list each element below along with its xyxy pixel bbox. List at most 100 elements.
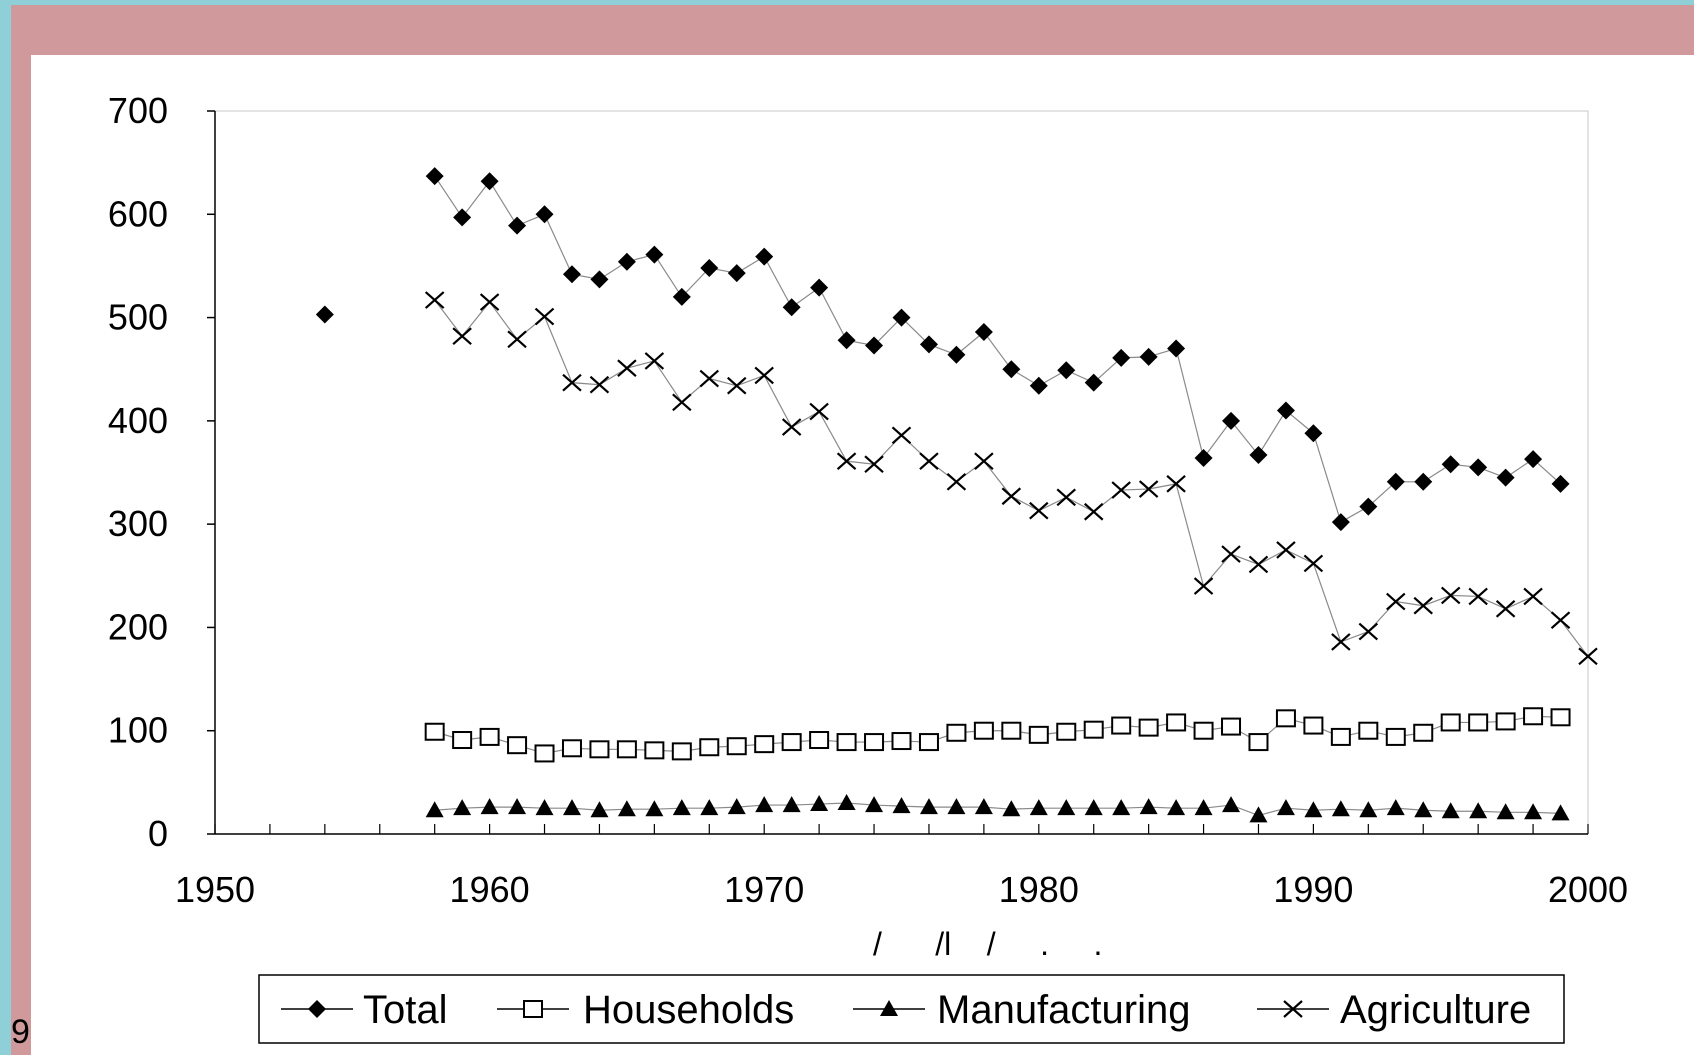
data-point-households xyxy=(671,742,692,761)
data-point-total xyxy=(1029,376,1048,395)
data-point-manufacturing xyxy=(672,799,691,816)
data-point-manufacturing xyxy=(880,1000,898,1016)
y-tick-label: 400 xyxy=(108,400,168,441)
data-point-total xyxy=(1524,450,1543,469)
y-tick-label: 0 xyxy=(148,813,168,854)
data-point-total xyxy=(1304,424,1323,443)
data-point-households xyxy=(1358,721,1379,740)
data-point-manufacturing xyxy=(947,798,966,815)
data-point-households xyxy=(424,722,445,741)
data-point-manufacturing xyxy=(1276,799,1295,816)
data-point-agriculture xyxy=(1578,647,1598,666)
data-point-total xyxy=(1222,411,1241,430)
data-point-manufacturing xyxy=(508,798,527,815)
data-point-agriculture xyxy=(1166,475,1186,493)
data-point-agriculture xyxy=(644,352,665,370)
data-point-total xyxy=(1469,458,1488,477)
data-point-total xyxy=(1084,373,1103,392)
data-point-total xyxy=(727,264,746,283)
plot-area xyxy=(214,110,1589,835)
axes: 0 100 200 300 400 500 600 700 1950 1960 1970 1980 19… xyxy=(108,90,1628,910)
data-point-households xyxy=(534,744,555,763)
data-point-agriculture xyxy=(1331,633,1351,651)
data-point-agriculture xyxy=(1358,622,1379,641)
data-point-manufacturing xyxy=(1386,799,1405,816)
data-point-households xyxy=(1028,725,1049,744)
data-point-total xyxy=(480,172,499,191)
data-point-manufacturing xyxy=(590,801,609,818)
series-agriculture xyxy=(424,291,1598,666)
data-point-manufacturing xyxy=(974,798,993,815)
data-point-households xyxy=(1221,717,1242,736)
data-point-households xyxy=(1056,722,1077,741)
data-point-households xyxy=(891,732,912,751)
x-tick-label: 1950 xyxy=(175,869,255,910)
data-point-agriculture xyxy=(1221,545,1241,563)
x-tick-label: 1980 xyxy=(999,869,1079,910)
data-point-agriculture xyxy=(1550,611,1571,630)
data-point-manufacturing xyxy=(755,796,774,813)
data-point-manufacturing xyxy=(1551,804,1570,821)
data-point-manufacturing xyxy=(1496,803,1515,820)
data-point-total xyxy=(782,298,801,317)
data-point-agriculture xyxy=(1083,502,1104,521)
page-number: 9 xyxy=(11,1013,30,1051)
data-point-total xyxy=(672,287,691,306)
data-point-manufacturing xyxy=(480,798,499,815)
data-point-agriculture xyxy=(781,418,802,436)
data-point-manufacturing xyxy=(562,799,581,816)
data-point-total xyxy=(562,265,581,284)
data-point-agriculture xyxy=(754,366,774,385)
data-point-agriculture xyxy=(452,327,472,345)
data-point-total xyxy=(755,247,774,266)
data-point-households xyxy=(754,735,775,754)
legend-label-manufacturing: Manufacturing xyxy=(937,988,1190,1032)
data-point-total xyxy=(645,245,664,264)
data-point-households xyxy=(809,731,830,750)
data-point-total xyxy=(1551,474,1570,493)
data-point-agriculture xyxy=(1248,555,1269,574)
data-point-total xyxy=(1441,455,1460,474)
data-point-households xyxy=(1303,716,1324,735)
y-tick-label: 300 xyxy=(108,503,168,544)
x-tick-label: 1990 xyxy=(1273,869,1353,910)
data-point-agriculture xyxy=(919,452,939,470)
data-point-agriculture xyxy=(562,373,582,392)
data-point-households xyxy=(589,740,610,759)
data-point-agriculture xyxy=(1056,488,1076,507)
data-point-manufacturing xyxy=(1524,803,1543,820)
data-point-agriculture xyxy=(672,393,692,412)
data-point-agriculture xyxy=(507,330,527,349)
x-tick-label: 2000 xyxy=(1548,869,1628,910)
data-point-agriculture xyxy=(534,307,555,326)
data-point-total xyxy=(1249,445,1268,464)
data-point-manufacturing xyxy=(617,800,636,817)
y-tick-label: 500 xyxy=(108,297,168,338)
data-point-households xyxy=(1166,713,1187,732)
data-point-agriculture xyxy=(424,291,445,309)
data-point-agriculture xyxy=(617,359,637,378)
x-tick-label: 1960 xyxy=(450,869,530,910)
data-point-households xyxy=(1001,721,1022,740)
data-point-total xyxy=(810,278,829,297)
chart: 0 100 200 300 400 500 600 700 1950 1960 1970 1980 19… xyxy=(31,55,1694,1055)
series-total xyxy=(315,167,1570,532)
data-point-total xyxy=(1331,513,1350,532)
data-point-manufacturing xyxy=(453,799,472,816)
data-point-manufacturing xyxy=(1112,799,1131,816)
data-point-total xyxy=(919,335,938,354)
data-point-households xyxy=(452,731,473,750)
data-point-households xyxy=(1468,713,1489,732)
data-point-total xyxy=(1167,339,1186,358)
data-point-households xyxy=(1193,721,1214,740)
data-point-households xyxy=(726,737,747,756)
data-point-manufacturing xyxy=(1057,799,1076,816)
y-tick-label: 700 xyxy=(108,90,168,131)
series-households xyxy=(424,707,1571,763)
data-point-households xyxy=(918,733,939,752)
data-point-manufacturing xyxy=(919,798,938,815)
data-point-households xyxy=(781,733,802,752)
data-point-agriculture xyxy=(946,472,967,491)
data-point-manufacturing xyxy=(1331,800,1350,817)
data-point-agriculture xyxy=(1138,480,1159,498)
